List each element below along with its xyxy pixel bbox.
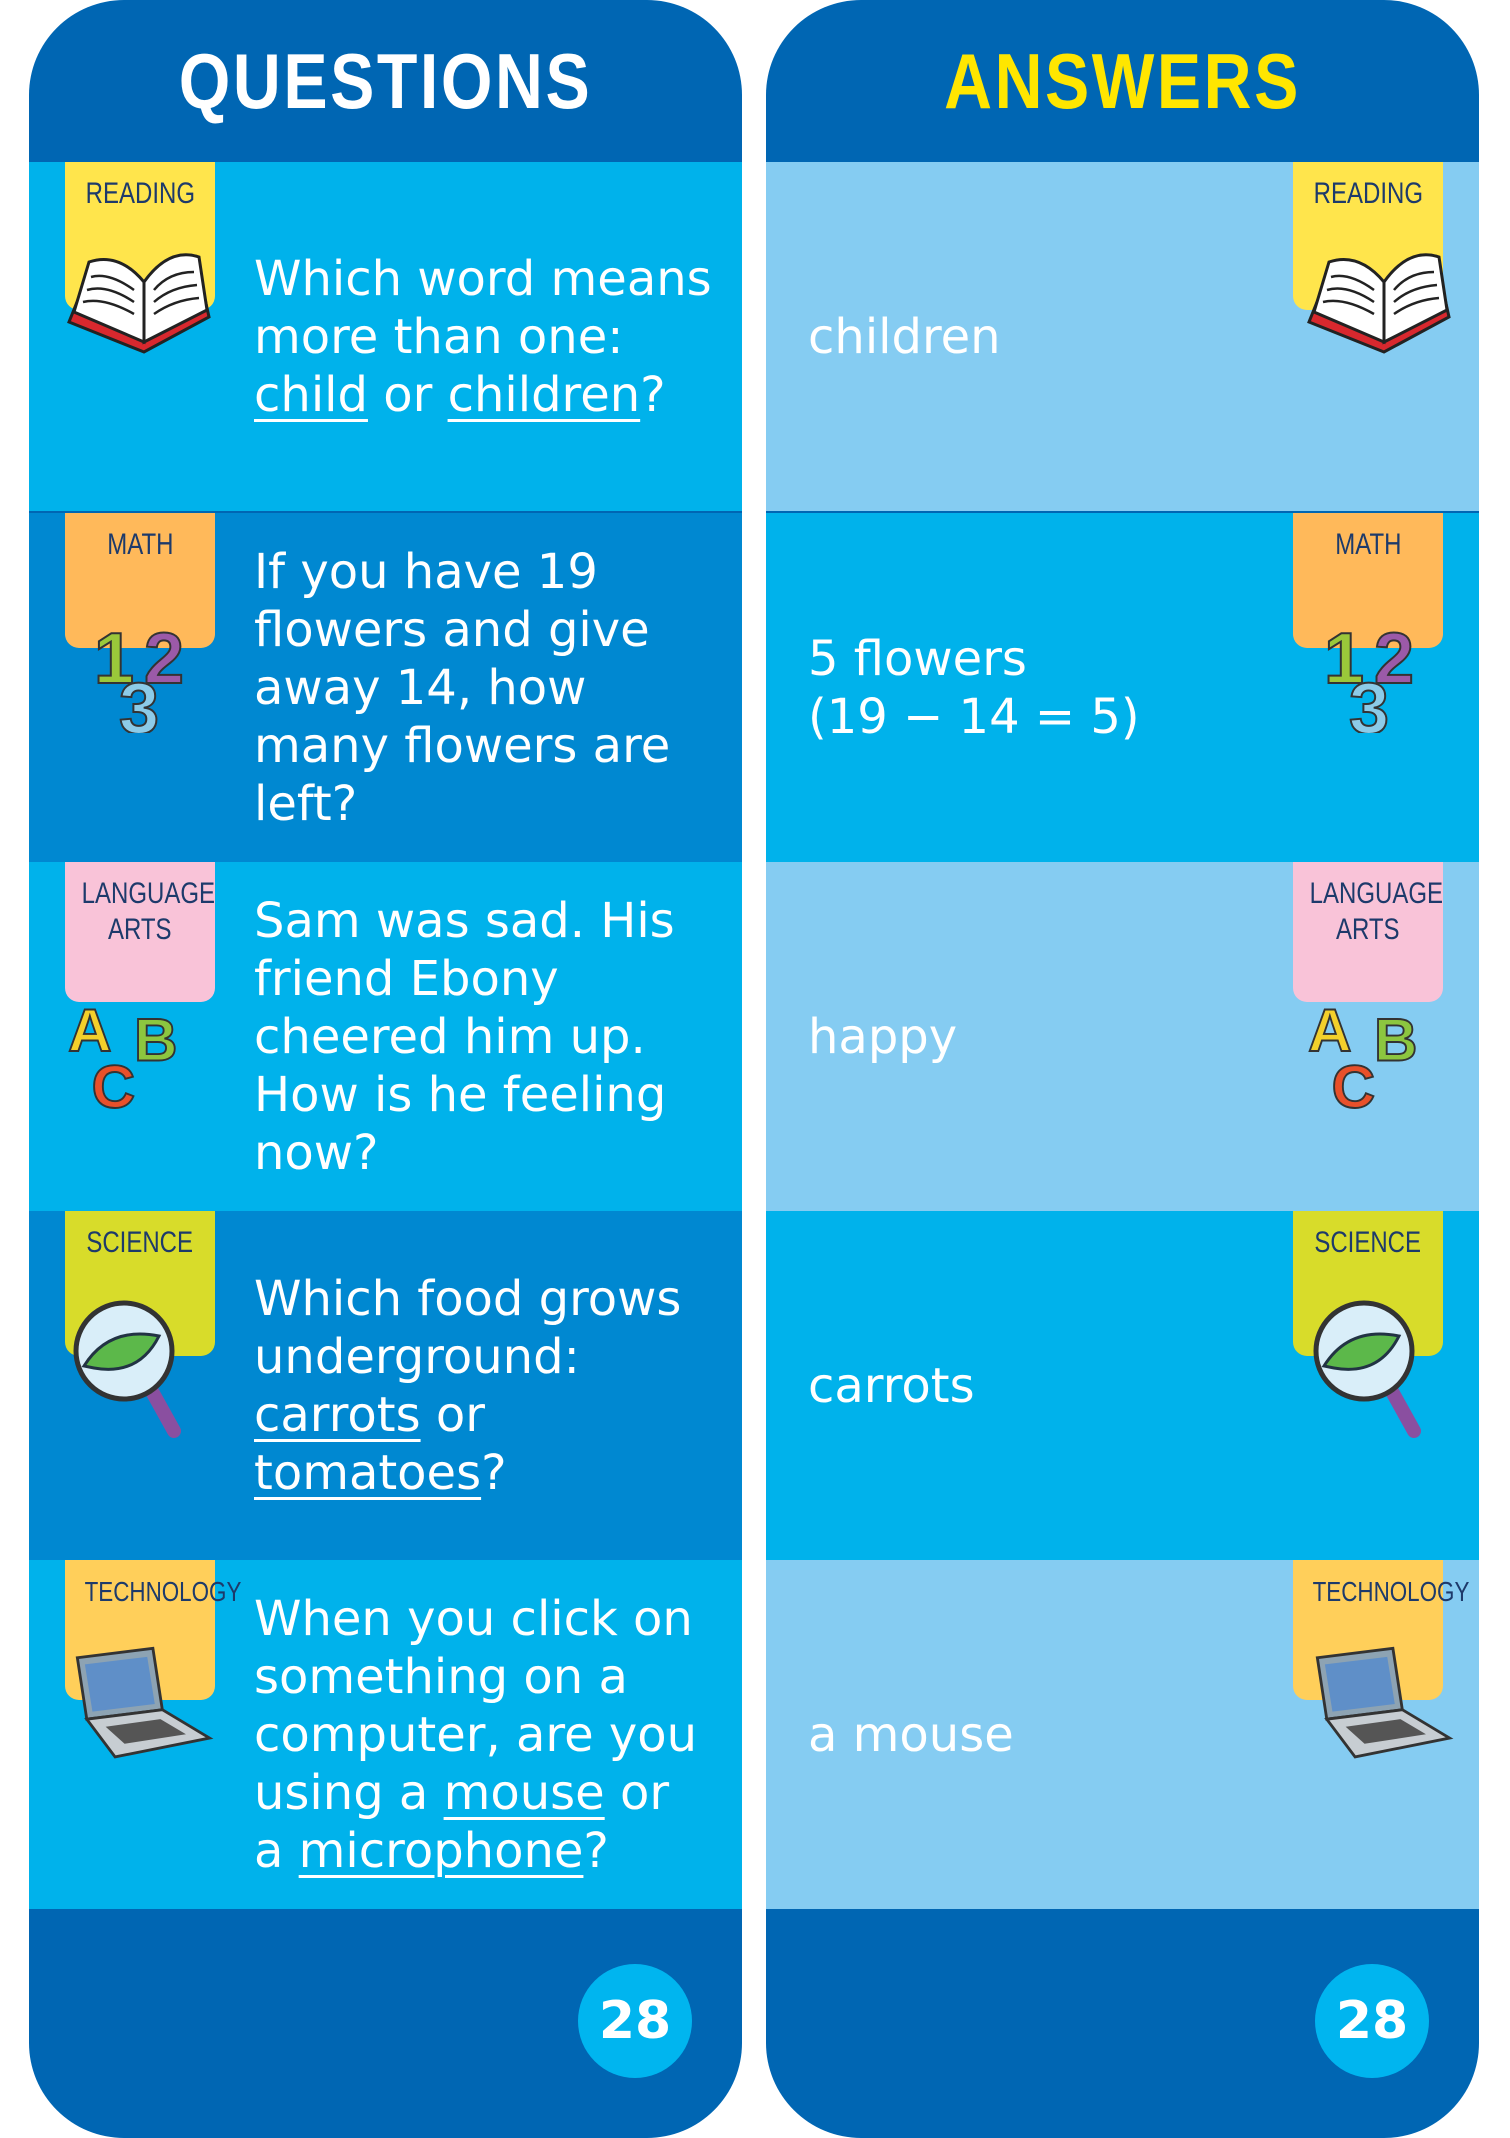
category-label: SCIENCE <box>1314 1226 1422 1259</box>
category-label: READING <box>1313 177 1423 210</box>
category-label: MATH <box>1334 528 1402 561</box>
category-tab-math: MATH <box>1293 513 1443 648</box>
category-label: LANGUAGE <box>1309 877 1444 910</box>
answer-text: children <box>808 308 1001 365</box>
category-label: ARTS <box>108 913 172 946</box>
questions-title: QUESTIONS <box>178 36 593 125</box>
laptop-icon <box>1315 1646 1451 1759</box>
category-label: ARTS <box>1336 913 1400 946</box>
page-number-badge: 28 <box>1315 1964 1429 2078</box>
answer-row-science: SCIENCE carrots <box>766 1211 1479 1560</box>
book-icon <box>1307 253 1451 354</box>
magnifying-glass-leaf-icon <box>1289 1276 1459 1446</box>
question-text: Sam was sad. His friend Ebony cheered hi… <box>254 892 675 1181</box>
question-row-technology: TECHNOLOGY When you click on something o… <box>29 1560 742 1909</box>
answer-row-language-arts: LANGUAGE ARTS happy <box>766 862 1479 1211</box>
abc-icon <box>67 995 179 1117</box>
answer-row-math: MATH 5 flowers (19 − 14 = 5) <box>766 513 1479 862</box>
category-label: READING <box>85 177 195 210</box>
category-tab-math: MATH <box>65 513 215 648</box>
questions-footer: 28 <box>29 1910 742 2138</box>
question-text: Which word means more than one: child or… <box>254 250 712 423</box>
category-tab-language-arts: LANGUAGE ARTS <box>1293 862 1443 1002</box>
page-number-badge: 28 <box>578 1964 692 2078</box>
category-label: MATH <box>106 528 174 561</box>
book-icon <box>67 253 211 354</box>
category-label: TECHNOLOGY <box>1312 1576 1470 1607</box>
question-row-language-arts: LANGUAGE ARTS Sam was sad. His friend Ebo… <box>29 862 742 1211</box>
question-text: Which food grows underground: carrots or… <box>254 1270 682 1501</box>
answer-text: a mouse <box>808 1706 1014 1763</box>
answers-card: ANSWERS READING children MATH 5 flowers(… <box>766 0 1479 2138</box>
answer-text: 5 flowers (19 − 14 = 5) <box>808 630 1140 745</box>
answers-footer: 28 <box>766 1910 1479 2138</box>
questions-card: QUESTIONS READING Which word means more … <box>29 0 742 2138</box>
category-label: TECHNOLOGY <box>84 1576 242 1607</box>
answer-row-technology: TECHNOLOGY a mouse <box>766 1560 1479 1909</box>
magnifying-glass-leaf-icon <box>49 1276 219 1446</box>
answer-text: happy <box>808 1008 958 1065</box>
category-label: SCIENCE <box>86 1226 194 1259</box>
question-row-reading: READING Which word means more than one: … <box>29 162 742 511</box>
question-text: When you click on something on a compute… <box>254 1590 698 1879</box>
question-text: If you have 19 flowers and give away 14,… <box>254 543 671 832</box>
answers-title: ANSWERS <box>944 36 1301 125</box>
abc-icon <box>1307 995 1419 1117</box>
question-row-science: SCIENCE Which food grows underground: ca… <box>29 1211 742 1560</box>
laptop-icon <box>75 1646 211 1759</box>
numbers-icon <box>1323 618 1416 733</box>
question-row-math: MATH If you have 19 flowers and give awa… <box>29 513 742 862</box>
category-tab-language-arts: LANGUAGE ARTS <box>65 862 215 1002</box>
answer-text: carrots <box>808 1357 975 1414</box>
numbers-icon <box>93 618 186 733</box>
answer-row-reading: READING children <box>766 162 1479 511</box>
category-label: LANGUAGE <box>81 877 216 910</box>
